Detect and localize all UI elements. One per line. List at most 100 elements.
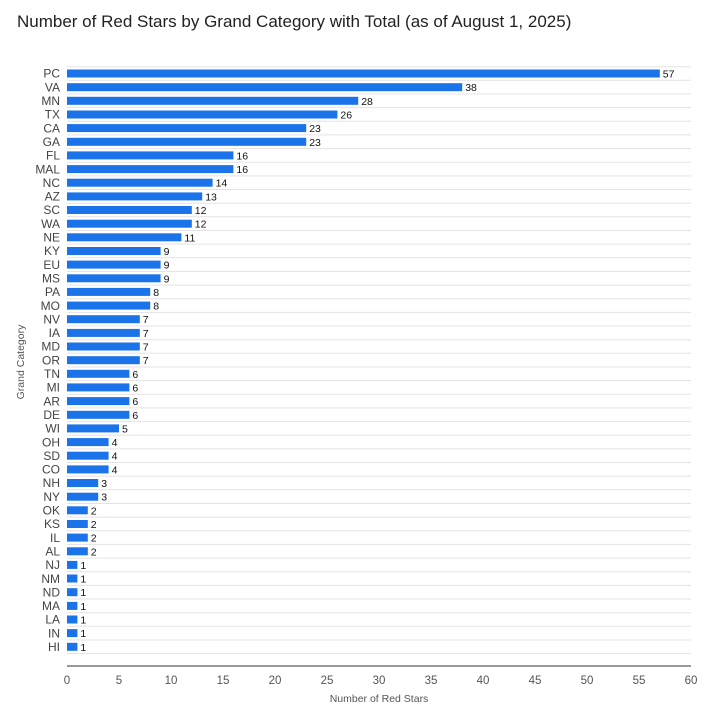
value-label: 57	[663, 69, 675, 81]
value-label: 16	[236, 150, 248, 162]
value-label: 16	[236, 164, 248, 176]
bar-al	[67, 547, 88, 556]
category-label: ND	[43, 585, 61, 599]
value-label: 3	[101, 478, 107, 490]
category-label: MN	[41, 94, 60, 108]
y-axis-title: Grand Category	[15, 324, 27, 399]
value-label: 1	[80, 628, 86, 640]
category-label: OH	[42, 435, 60, 449]
value-label: 8	[153, 301, 159, 313]
bar-mo	[67, 301, 151, 310]
category-label: AL	[45, 545, 60, 559]
value-label: 4	[112, 437, 118, 449]
category-label: WI	[45, 422, 60, 436]
bar-ia	[67, 328, 140, 337]
value-label: 9	[164, 273, 170, 285]
category-label: TX	[45, 108, 60, 122]
value-label: 7	[143, 314, 149, 326]
value-labels: 5738282623231616141312121199988777766665…	[80, 69, 674, 654]
bar-ga	[67, 137, 307, 146]
category-label: SC	[43, 203, 60, 217]
bar-de	[67, 410, 130, 419]
category-label: NY	[43, 490, 60, 504]
value-label: 13	[205, 191, 217, 203]
x-tick-label: 45	[529, 675, 542, 687]
category-label: NH	[43, 476, 60, 490]
category-label: NJ	[45, 558, 60, 572]
chart-title: Number of Red Stars by Grand Category wi…	[17, 12, 572, 31]
value-label: 7	[143, 355, 149, 367]
value-label: 12	[195, 205, 207, 217]
category-label: NE	[43, 231, 60, 245]
value-label: 7	[143, 342, 149, 354]
bar-oh	[67, 438, 109, 447]
x-tick-label: 0	[64, 675, 70, 687]
value-label: 6	[132, 410, 138, 422]
bar-md	[67, 342, 140, 351]
category-label: MA	[42, 599, 60, 613]
category-label: PC	[43, 67, 60, 81]
bar-tn	[67, 369, 130, 378]
value-label: 9	[164, 260, 170, 272]
value-label: 23	[309, 137, 321, 149]
x-ticks: 0 5 10 15 20 25 30 35 40 45 50 55 60	[64, 675, 698, 687]
value-label: 1	[80, 601, 86, 613]
value-label: 2	[91, 546, 97, 558]
x-tick-label: 40	[477, 675, 490, 687]
category-label: LA	[45, 613, 60, 627]
bars	[67, 69, 660, 651]
value-label: 1	[80, 560, 86, 572]
x-tick-label: 30	[373, 675, 386, 687]
x-tick-label: 20	[269, 675, 282, 687]
bar-ar	[67, 397, 130, 406]
value-label: 8	[153, 287, 159, 299]
category-label: CA	[43, 121, 60, 135]
category-label: IA	[49, 326, 60, 340]
bar-fl	[67, 151, 234, 160]
category-label: AZ	[45, 190, 60, 204]
bar-nc	[67, 178, 213, 187]
bar-ms	[67, 274, 161, 283]
value-label: 1	[80, 574, 86, 586]
value-label: 28	[361, 96, 373, 108]
value-label: 2	[91, 533, 97, 545]
x-tick-label: 60	[685, 675, 698, 687]
bar-ca	[67, 124, 307, 133]
bar-az	[67, 192, 203, 201]
category-label: CO	[42, 463, 60, 477]
category-label: GA	[43, 135, 60, 149]
bar-mal	[67, 165, 234, 174]
category-label: MO	[41, 299, 60, 313]
category-label: NM	[41, 572, 60, 586]
category-label: OR	[42, 353, 60, 367]
value-label: 9	[164, 246, 170, 258]
category-label: HI	[48, 640, 60, 654]
bar-ny	[67, 492, 99, 501]
bar-co	[67, 465, 109, 474]
value-label: 6	[132, 382, 138, 394]
category-label: IN	[48, 626, 60, 640]
x-axis-title: Number of Red Stars	[330, 693, 429, 705]
x-tick-label: 15	[217, 675, 230, 687]
value-label: 6	[132, 396, 138, 408]
x-tick-label: 10	[165, 675, 178, 687]
value-label: 5	[122, 423, 128, 435]
bar-nj	[67, 560, 78, 569]
category-labels: PCVAMNTXCAGAFLMALNCAZSCWANEKYEUMSPAMONVI…	[35, 67, 60, 654]
value-label: 4	[112, 451, 118, 463]
bar-ky	[67, 247, 161, 255]
x-tick-label: 50	[581, 675, 594, 687]
category-label: AR	[43, 394, 60, 408]
bar-sd	[67, 451, 109, 460]
category-label: VA	[45, 80, 60, 94]
x-tick-label: 55	[633, 675, 646, 687]
category-label: WA	[41, 217, 60, 231]
bar-mn	[67, 96, 359, 105]
x-tick-label: 5	[116, 675, 122, 687]
value-label: 12	[195, 219, 207, 231]
bar-tx	[67, 110, 338, 119]
value-label: 1	[80, 642, 86, 654]
bar-or	[67, 356, 140, 365]
value-label: 2	[91, 519, 97, 531]
